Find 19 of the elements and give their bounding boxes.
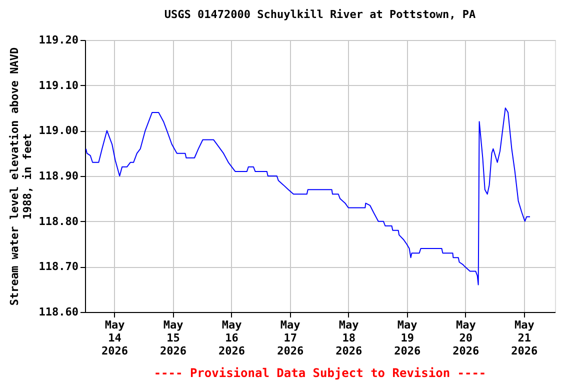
y-tick-label: 119.00: [38, 124, 78, 138]
x-tick-label: May 18 2026: [336, 318, 362, 358]
y-tick-label: 119.20: [38, 34, 78, 46]
y-tick-label: 118.80: [38, 214, 78, 228]
line-series: [85, 108, 531, 286]
text: ---- Provisional Data Subject to Revision ----: [154, 366, 486, 380]
x-tick-label: May 17 2026: [277, 318, 304, 358]
x-tick-label: May 15 2026: [160, 318, 187, 358]
x-tick-label: May 16 2026: [218, 318, 246, 358]
x-tick-label: May 19 2026: [394, 318, 421, 358]
x-tick-label: May 14 2026: [102, 318, 128, 358]
y-tick-label: 118.90: [38, 170, 78, 182]
y-tick-label: 118.60: [38, 306, 78, 318]
x-tick-label: May 20 2026: [452, 318, 480, 358]
chart-title: USGS 01472000 Schuylkill River at Pottstown, PA: [164, 8, 476, 21]
y-tick-label: 119.10: [38, 78, 78, 92]
y-axis-title: Stream water level elevation above NAVD 1988, in feet: [8, 46, 34, 306]
y-tick-label: 118.70: [38, 260, 78, 274]
x-tick-label: May 21 2026: [511, 318, 538, 358]
